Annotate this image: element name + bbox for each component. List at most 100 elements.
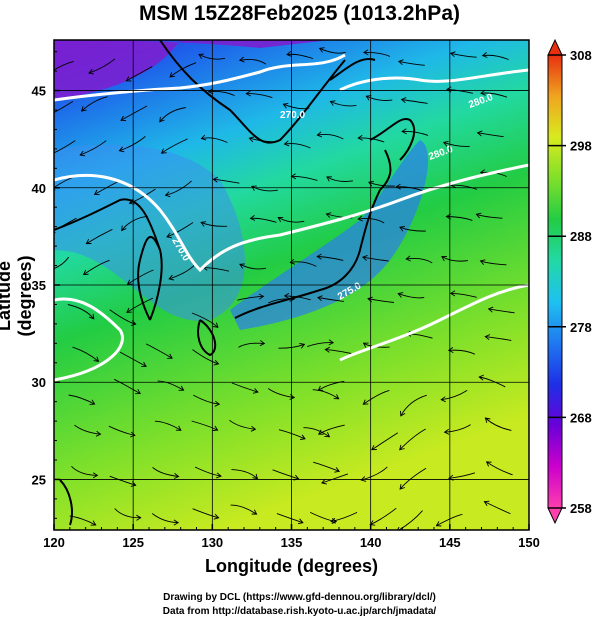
streamline bbox=[486, 461, 513, 476]
streamline bbox=[477, 132, 504, 138]
colorbar-tick-label: 308 bbox=[570, 48, 592, 63]
streamline bbox=[120, 105, 148, 121]
streamline bbox=[318, 424, 345, 435]
colorbar-ticks: 258 268 278 288 298 308 bbox=[548, 48, 592, 516]
streamline bbox=[362, 256, 389, 262]
grid-lines bbox=[54, 40, 529, 530]
streamline-arrowhead bbox=[476, 130, 483, 137]
streamline bbox=[126, 66, 153, 82]
streamline-arrowhead bbox=[48, 71, 53, 76]
streamline bbox=[193, 394, 220, 405]
colorbar-tick-label: 278 bbox=[570, 320, 592, 335]
x-tick-label: 130 bbox=[201, 535, 223, 550]
streamline-arrowhead bbox=[259, 340, 266, 347]
streamline bbox=[401, 99, 428, 104]
streamline bbox=[485, 336, 512, 341]
streamline-arrowhead bbox=[326, 176, 332, 182]
streamline bbox=[450, 292, 477, 298]
streamline bbox=[480, 260, 507, 266]
streamline bbox=[157, 380, 184, 391]
streamline bbox=[126, 297, 154, 313]
y-tick-label: 35 bbox=[32, 278, 46, 293]
streamline bbox=[127, 269, 154, 285]
colorbar-min-triangle bbox=[547, 507, 563, 525]
streamline bbox=[83, 259, 110, 275]
streamline bbox=[480, 92, 508, 98]
streamline bbox=[191, 420, 218, 431]
streamline bbox=[370, 507, 397, 526]
streamline-arrowhead bbox=[399, 484, 406, 490]
streamline bbox=[317, 133, 344, 140]
y-axis-ticks: 25 30 35 40 45 bbox=[32, 51, 60, 519]
streamline bbox=[231, 382, 259, 393]
streamline bbox=[450, 184, 478, 190]
streamline-arrowhead bbox=[251, 509, 258, 515]
streamline-arrowhead bbox=[286, 50, 292, 57]
streamline bbox=[443, 141, 470, 147]
streamline bbox=[151, 513, 179, 524]
contour-label: 270.0 bbox=[280, 110, 305, 121]
colorbar-tick-label: 288 bbox=[570, 229, 592, 244]
streamline-arrowhead bbox=[401, 128, 407, 135]
y-tick-label: 30 bbox=[32, 375, 46, 390]
streamline bbox=[450, 52, 477, 58]
streamline bbox=[317, 297, 344, 302]
streamline-arrowhead bbox=[250, 425, 257, 432]
streamline-arrowhead bbox=[251, 185, 257, 191]
streamline-arrowhead bbox=[283, 292, 290, 299]
streamline-arrowhead bbox=[316, 131, 323, 138]
streamline-arrowhead bbox=[178, 385, 185, 391]
streamline-arrowhead bbox=[82, 269, 89, 276]
streamline bbox=[399, 428, 426, 451]
streamline bbox=[484, 501, 511, 515]
streamline bbox=[145, 343, 173, 359]
streamline bbox=[201, 137, 228, 143]
streamline bbox=[310, 511, 337, 522]
streamline bbox=[239, 263, 266, 270]
streamline bbox=[402, 130, 429, 136]
streamline-arrowhead bbox=[88, 313, 95, 320]
x-axis-label: Longitude (degrees) bbox=[204, 556, 378, 576]
streamline-arrowhead bbox=[125, 76, 132, 82]
streamline bbox=[363, 389, 390, 405]
streamline-arrowhead bbox=[435, 521, 442, 527]
streamline-arrowhead bbox=[399, 444, 405, 451]
streamline-arrowhead bbox=[213, 359, 220, 366]
streamline bbox=[71, 465, 98, 476]
streamline-arrowhead bbox=[396, 526, 400, 530]
streamline-arrowhead bbox=[212, 425, 219, 431]
isotherm-contours bbox=[54, 53, 529, 382]
streamline bbox=[208, 90, 235, 97]
colorbar-tick-label: 298 bbox=[570, 139, 592, 154]
streamline bbox=[213, 178, 240, 184]
streamline-arrowhead bbox=[168, 274, 175, 281]
streamline bbox=[239, 58, 267, 65]
streamline bbox=[72, 346, 99, 362]
streamline bbox=[237, 295, 264, 301]
streamline bbox=[154, 420, 182, 431]
colorbar-body bbox=[547, 54, 563, 509]
x-tick-label: 140 bbox=[360, 535, 382, 550]
streamline bbox=[276, 513, 304, 524]
streamline-arrowhead bbox=[212, 322, 219, 328]
streamline bbox=[54, 256, 70, 270]
streamline-arrowhead bbox=[400, 97, 407, 104]
streamline bbox=[192, 349, 219, 365]
streamline bbox=[54, 60, 74, 71]
streamline-arrowhead bbox=[160, 148, 167, 154]
streamline bbox=[113, 378, 141, 394]
streamline bbox=[74, 424, 101, 435]
colorbar-tick-label: 268 bbox=[570, 410, 592, 425]
streamline bbox=[476, 213, 503, 219]
streamline-arrowhead bbox=[447, 347, 454, 354]
streamline bbox=[250, 217, 277, 223]
streamline bbox=[398, 60, 425, 66]
streamline-arrowhead bbox=[484, 417, 491, 423]
streamline bbox=[331, 511, 358, 522]
streamline-arrowhead bbox=[317, 429, 324, 435]
streamline-arrowhead bbox=[141, 361, 147, 368]
streamline-arrowhead bbox=[47, 112, 52, 117]
streamline-arrowhead bbox=[324, 432, 331, 438]
streamline-arrowhead bbox=[440, 396, 446, 403]
streamline-arrowhead bbox=[443, 428, 450, 435]
